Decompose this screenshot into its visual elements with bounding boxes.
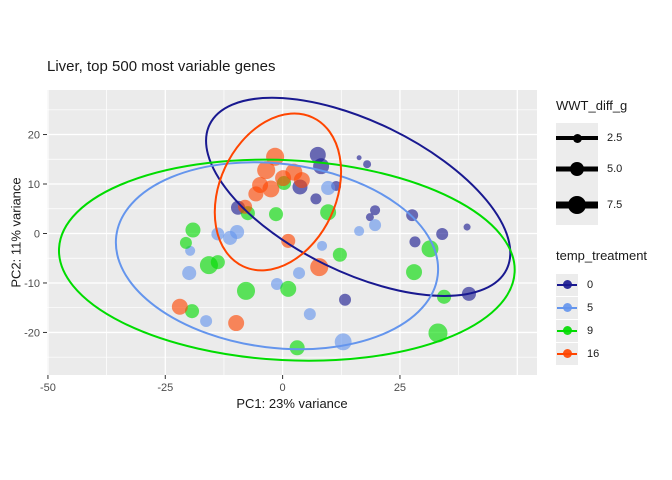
plot-panel: -50 -25 0 25 20 10 0 -10 -20 xyxy=(24,90,537,394)
data-point-temp-0 xyxy=(339,293,352,306)
data-point-temp-5 xyxy=(321,180,336,196)
color-legend: temp_treatment 0 5 9 16 xyxy=(556,248,647,365)
color-legend-label: 0 xyxy=(587,278,594,291)
color-legend-label: 5 xyxy=(587,301,594,314)
data-point-temp-0 xyxy=(370,205,381,216)
data-point-temp-5 xyxy=(334,333,352,351)
color-legend-key xyxy=(556,319,578,342)
size-legend-item: 5.0 xyxy=(556,153,627,185)
data-point-temp-5 xyxy=(200,315,213,328)
data-point-temp-16 xyxy=(293,172,310,189)
color-legend-items: 0 5 9 16 xyxy=(556,273,647,365)
color-legend-item: 5 xyxy=(556,296,647,319)
x-tick-label: 0 xyxy=(280,382,286,394)
data-point-temp-9 xyxy=(406,264,423,281)
ellipse-temp-0 xyxy=(205,96,512,297)
data-point-temp-16 xyxy=(266,147,285,166)
x-axis-title: PC1: 23% variance xyxy=(236,396,348,411)
data-point-temp-9 xyxy=(428,323,448,343)
data-point-temp-0 xyxy=(310,193,322,205)
color-legend-label: 9 xyxy=(587,324,594,337)
data-point-temp-5 xyxy=(316,240,328,251)
color-legend-dot xyxy=(562,326,572,335)
x-tick-label: -50 xyxy=(40,382,56,394)
size-legend-label: 5.0 xyxy=(607,163,623,175)
data-point-temp-9 xyxy=(269,207,284,222)
data-point-temp-9 xyxy=(289,340,305,356)
y-axis-title: PC2: 11% variance xyxy=(8,177,24,288)
data-point-temp-5 xyxy=(303,308,316,321)
size-legend-item: 7.5 xyxy=(556,185,627,225)
data-point-temp-5 xyxy=(223,230,238,245)
y-tick-label: -20 xyxy=(24,327,40,339)
data-point-temp-5 xyxy=(182,266,197,281)
size-legend: WWT_diff_g 2.5 5.0 7.5 xyxy=(556,98,627,225)
size-legend-key xyxy=(556,123,598,153)
x-tick-label: 25 xyxy=(394,382,406,394)
data-point-temp-16 xyxy=(281,233,296,248)
color-legend-key xyxy=(556,342,578,365)
data-point-temp-16 xyxy=(262,180,280,198)
data-point-temp-5 xyxy=(369,219,382,232)
y-tick-label: -10 xyxy=(24,278,40,290)
data-point-temp-0 xyxy=(436,227,449,240)
data-point-temp-9 xyxy=(185,222,201,238)
data-point-temp-9 xyxy=(236,281,256,300)
data-point-temp-9 xyxy=(210,255,225,270)
color-legend-title: temp_treatment xyxy=(556,248,648,263)
data-point-temp-0 xyxy=(463,223,471,231)
data-point-temp-16 xyxy=(238,199,253,214)
size-legend-label: 2.5 xyxy=(607,132,623,144)
size-legend-title: WWT_diff_g xyxy=(556,98,628,113)
data-point-temp-0 xyxy=(363,160,372,169)
data-point-temp-9 xyxy=(179,236,192,249)
x-tick-label: -25 xyxy=(157,382,173,394)
ellipse-temp-5 xyxy=(114,161,440,351)
color-legend-item: 16 xyxy=(556,342,647,365)
y-tick-label: 0 xyxy=(34,228,40,240)
data-point-temp-5 xyxy=(293,267,306,280)
color-legend-item: 9 xyxy=(556,319,647,342)
size-legend-circle xyxy=(572,133,582,143)
ellipse-temp-9 xyxy=(57,158,516,362)
data-point-temp-16 xyxy=(275,170,292,187)
data-point-temp-9 xyxy=(320,204,337,221)
color-legend-dot xyxy=(562,349,572,358)
data-point-temp-5 xyxy=(354,225,365,237)
size-legend-key xyxy=(556,185,598,225)
color-legend-dot xyxy=(562,303,572,312)
size-legend-items: 2.5 5.0 7.5 xyxy=(556,123,627,225)
data-point-temp-5 xyxy=(270,277,283,290)
data-point-temp-16 xyxy=(257,161,276,180)
size-legend-label: 7.5 xyxy=(607,199,623,211)
size-legend-circle xyxy=(568,196,586,214)
size-legend-key xyxy=(556,153,598,185)
data-point-temp-9 xyxy=(421,240,439,258)
data-point-temp-16 xyxy=(228,315,245,332)
y-tick-label: 20 xyxy=(28,130,40,142)
data-point-temp-16 xyxy=(171,298,188,315)
chart-title: Liver, top 500 most variable genes xyxy=(47,58,276,75)
data-point-temp-0 xyxy=(406,209,419,222)
data-point-temp-9 xyxy=(280,280,297,297)
data-point-temp-0 xyxy=(356,155,362,161)
data-point-temp-16 xyxy=(310,258,329,277)
data-point-temp-0 xyxy=(409,236,421,248)
color-legend-label: 16 xyxy=(587,347,600,360)
ellipse-temp-16 xyxy=(213,112,343,272)
color-legend-key xyxy=(556,273,578,296)
data-point-temp-9 xyxy=(184,304,200,319)
data-point-temp-0 xyxy=(365,213,374,222)
y-tick-label: 10 xyxy=(28,179,40,191)
color-legend-key xyxy=(556,296,578,319)
data-point-temp-9 xyxy=(332,247,347,262)
plot-area-svg: -50 -25 0 25 20 10 0 -10 -20 xyxy=(24,90,537,394)
data-point-temp-16 xyxy=(248,186,264,202)
size-legend-item: 2.5 xyxy=(556,123,627,153)
color-legend-item: 0 xyxy=(556,273,647,296)
size-legend-circle xyxy=(570,162,584,176)
color-legend-dot xyxy=(562,280,572,289)
